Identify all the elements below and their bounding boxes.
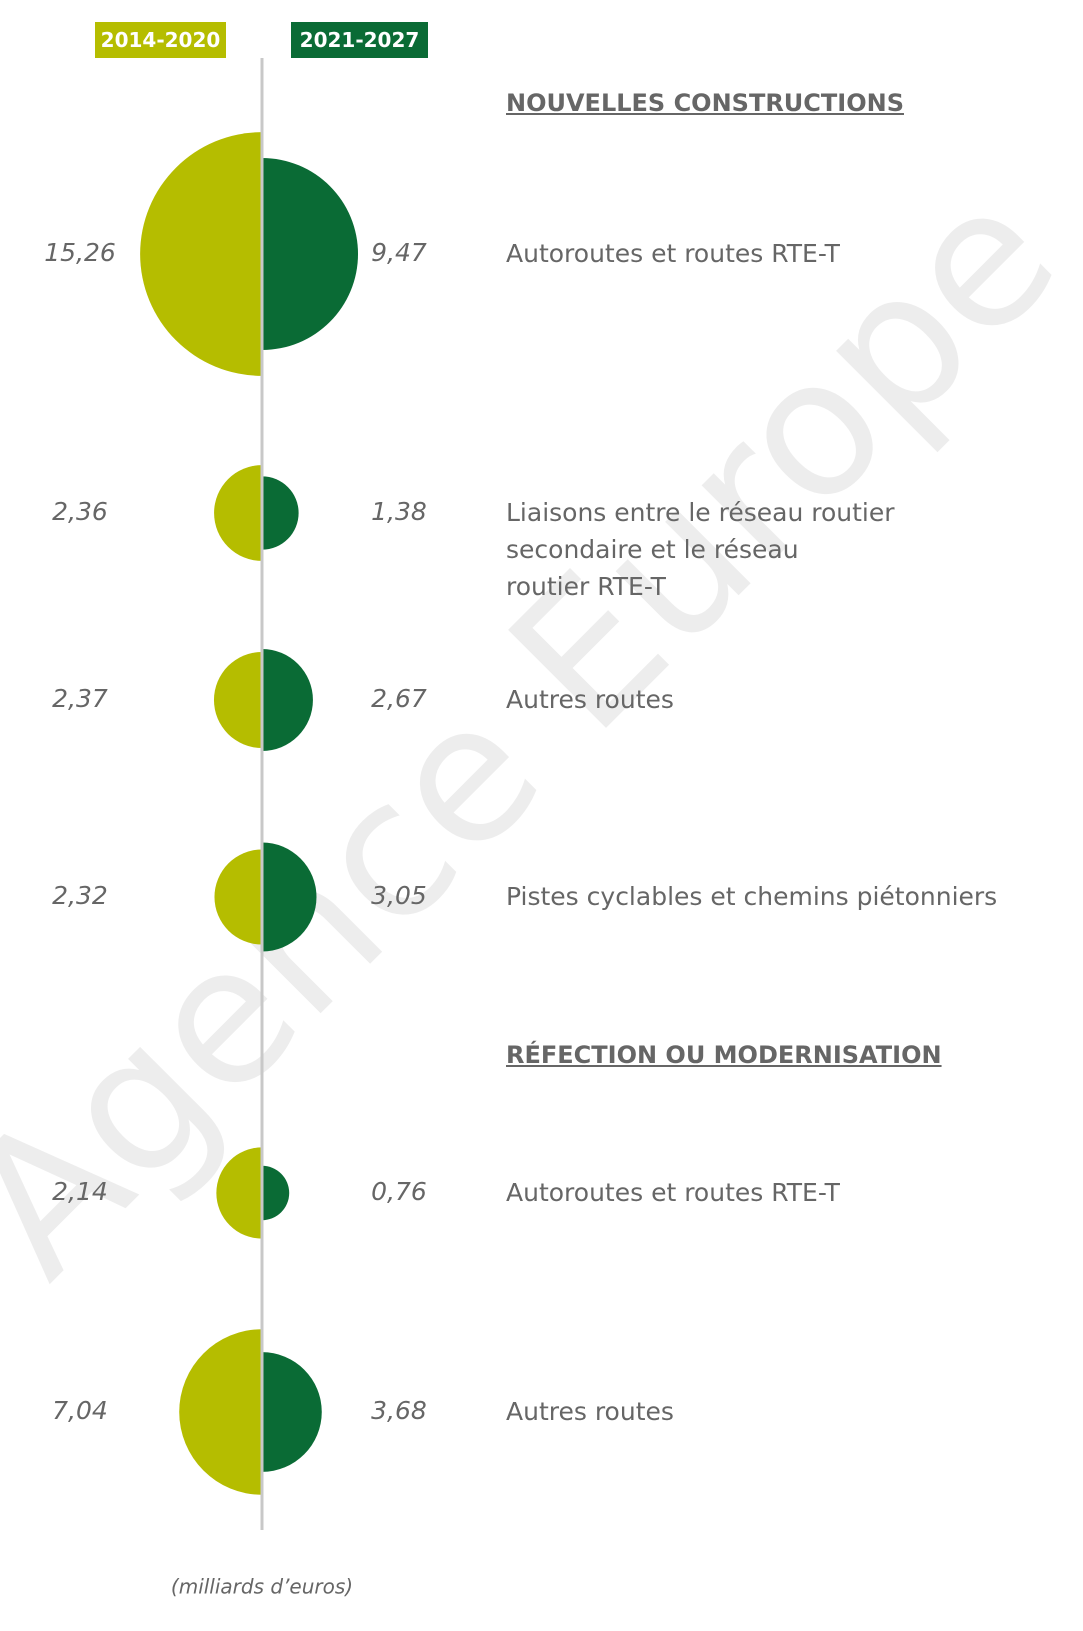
value-label: 9,47 <box>371 238 427 267</box>
half-bubble <box>216 1147 262 1239</box>
value-label: 7,04 <box>52 1396 108 1425</box>
half-bubble <box>262 476 299 550</box>
value-label: 3,68 <box>371 1396 427 1425</box>
half-bubble <box>262 842 317 952</box>
value-label: 2,67 <box>371 684 427 713</box>
unit-note: (milliards d’euros) <box>171 1575 353 1599</box>
legend-entry: 2014-2020 <box>95 22 226 58</box>
half-bubble <box>262 649 313 751</box>
value-label: 2,14 <box>52 1177 108 1206</box>
section-title: NOUVELLES CONSTRUCTIONS <box>506 89 904 117</box>
legend-entry: 2021-2027 <box>291 22 428 58</box>
value-label: 2,32 <box>52 881 108 910</box>
category-label: Autoroutes et routes RTE-T <box>506 1178 840 1207</box>
value-label: 2,36 <box>52 497 108 526</box>
category-label: Liaisons entre le réseau routier seconda… <box>506 498 895 601</box>
value-label: 1,38 <box>371 497 427 526</box>
half-bubble <box>179 1329 262 1495</box>
half-bubble <box>140 132 262 376</box>
category-label: Autres routes <box>506 685 674 714</box>
value-label: 2,37 <box>52 684 108 713</box>
value-label: 15,26 <box>44 238 116 267</box>
half-bubble <box>213 651 262 749</box>
half-bubble <box>214 465 262 561</box>
category-label: Autres routes <box>506 1397 674 1426</box>
category-label: Pistes cyclables et chemins piétonniers <box>506 882 998 911</box>
value-label: 0,76 <box>371 1177 427 1206</box>
half-bubble <box>262 1352 322 1472</box>
half-bubble <box>262 1165 290 1221</box>
half-bubble <box>214 849 262 945</box>
value-label: 3,05 <box>371 881 427 910</box>
category-label: Autoroutes et routes RTE-T <box>506 239 840 268</box>
section-title: RÉFECTION OU MODERNISATION <box>506 1041 942 1069</box>
half-bubble <box>262 157 359 351</box>
